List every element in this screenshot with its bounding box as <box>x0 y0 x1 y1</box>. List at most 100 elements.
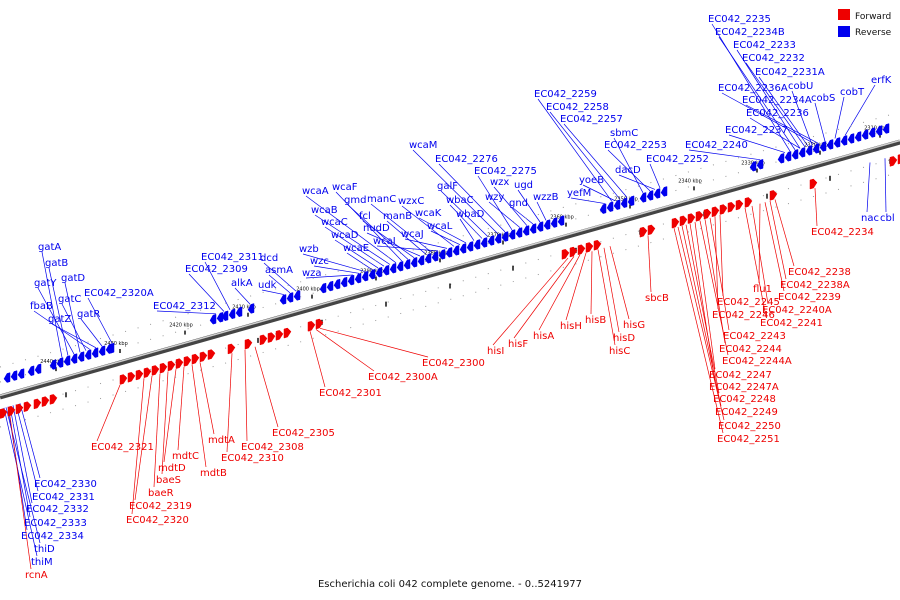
gene-label-ec042-2305: EC042_2305 <box>272 428 335 439</box>
reverse-gene-arrow <box>452 245 460 256</box>
gene-label-ec042-2244a: EC042_2244A <box>722 356 792 367</box>
forward-gene-arrow <box>577 244 586 256</box>
leader-line <box>438 163 506 233</box>
gene-label-hisa: hisA <box>533 331 554 342</box>
gene-label-ec042-2319: EC042_2319 <box>129 501 192 512</box>
gene-label-wcac: wcaC <box>321 217 348 228</box>
leader-line <box>699 220 729 356</box>
reverse-gene-arrow <box>627 195 635 207</box>
forward-gene-arrow <box>135 369 144 381</box>
leader-line <box>488 201 521 228</box>
forward-gene-arrow <box>183 356 192 367</box>
gene-label-yefm: yefM <box>567 188 591 199</box>
reverse-gene-arrow <box>826 139 834 150</box>
gene-label-hisd: hisD <box>613 333 635 344</box>
gene-label-wcae: wcaE <box>343 243 369 254</box>
leader-line <box>549 111 621 200</box>
reverse-gene-arrow <box>529 223 537 234</box>
leader-line <box>430 230 461 245</box>
reverse-gene-arrow <box>646 190 654 201</box>
leader-line <box>324 226 385 267</box>
leader-line <box>649 163 661 189</box>
leader-line <box>736 49 801 149</box>
gene-label-wzx: wzx <box>490 177 509 188</box>
gene-label-gmd: gmd <box>344 195 366 206</box>
gene-label-sbcb: sbcB <box>645 293 669 304</box>
gene-label-ec042-2330: EC042_2330 <box>34 479 97 490</box>
leader-line <box>12 405 33 504</box>
reverse-gene-arrow <box>424 253 432 264</box>
forward-gene-arrow <box>687 213 696 224</box>
leader-line <box>745 104 819 144</box>
leader-line <box>459 218 475 241</box>
forward-gene-arrow <box>49 394 58 405</box>
leader-line <box>844 84 876 136</box>
leader-line <box>689 223 716 382</box>
gene-label-ec042-2233: EC042_2233 <box>733 40 796 51</box>
gene-label-ec042-2320a: EC042_2320A <box>84 288 154 299</box>
leader-line <box>33 310 91 350</box>
reverse-gene-arrow <box>84 349 92 360</box>
reverse-gene-arrow <box>445 247 453 258</box>
reverse-gene-arrow <box>466 241 474 252</box>
gene-label-hisg: hisG <box>623 320 645 331</box>
gene-label-ec042-2320: EC042_2320 <box>126 515 189 526</box>
gene-label-udk: udk <box>258 280 277 291</box>
leader-line <box>607 149 651 192</box>
leader-line <box>764 202 785 292</box>
forward-gene-arrow <box>695 211 704 222</box>
leader-line <box>704 219 726 344</box>
leader-line <box>688 149 761 161</box>
leader-line <box>191 364 207 468</box>
leader-line <box>199 362 215 435</box>
gene-label-gnd: gnd <box>509 198 528 209</box>
gene-label-ec042-2240a: EC042_2240A <box>762 305 832 316</box>
leader-line <box>313 265 360 274</box>
gene-label-gatc: gatC <box>58 294 81 305</box>
leader-line <box>244 349 248 442</box>
gene-label-ugd: ugd <box>514 180 533 191</box>
leader-line <box>163 369 177 463</box>
reverse-gene-arrow <box>522 225 530 236</box>
legend-swatch-forward <box>838 9 850 20</box>
reverse-gene-arrow <box>27 365 35 377</box>
forward-gene-arrow <box>127 371 136 383</box>
leader-line <box>263 262 297 292</box>
gene-label-ec042-2275: EC042_2275 <box>474 166 537 177</box>
forward-gene-arrow <box>167 360 176 372</box>
gene-label-ec042-2276: EC042_2276 <box>435 154 498 165</box>
tick-label: 2340 kbp <box>678 178 702 184</box>
reverse-gene-arrow <box>293 290 301 301</box>
reverse-gene-arrow <box>91 347 99 358</box>
gene-label-thim: thiM <box>31 557 53 568</box>
legend-swatch-reverse <box>838 26 850 37</box>
leader-line <box>513 256 575 339</box>
genome-axis-line-shadow <box>0 139 900 400</box>
leader-line <box>234 287 251 305</box>
forward-gene-arrow <box>7 405 16 417</box>
gene-label-galf: galF <box>437 181 458 192</box>
forward-gene-arrow <box>307 320 316 332</box>
gene-label-ec042-2247a: EC042_2247A <box>709 382 779 393</box>
forward-gene-arrow <box>727 201 736 213</box>
leader-line <box>565 252 587 321</box>
leader-line <box>719 214 724 297</box>
gene-arrows <box>0 123 900 419</box>
forward-gene-arrow <box>275 330 284 341</box>
reverse-gene-arrow <box>756 158 764 170</box>
reverse-gene-arrow <box>49 359 57 370</box>
reverse-gene-arrow <box>653 188 661 199</box>
gene-label-ec042-2334: EC042_2334 <box>21 531 84 542</box>
gene-label-ec042-2309: EC042_2309 <box>185 264 248 275</box>
leader-line <box>866 162 871 213</box>
leader-line <box>319 327 429 358</box>
gene-label-wcal: wcaL <box>427 221 453 232</box>
gene-label-wzxc: wzxC <box>398 196 424 207</box>
leader-line <box>204 261 231 310</box>
gene-label-hisc: hisC <box>609 346 630 357</box>
leader-line <box>418 217 467 244</box>
leader-line <box>751 205 769 305</box>
forward-gene-arrow <box>593 239 602 251</box>
leader-line <box>61 303 87 351</box>
reverse-gene-arrow <box>209 313 217 325</box>
